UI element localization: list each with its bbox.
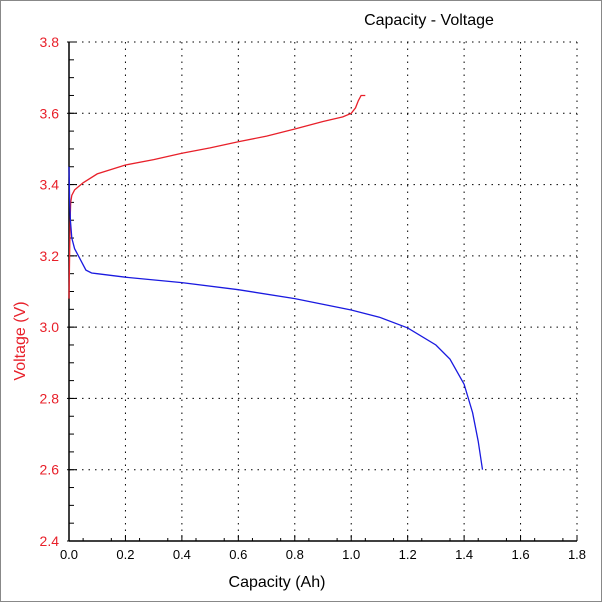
y-tick-label: 3.8 (40, 34, 60, 50)
y-tick-label: 3.6 (40, 105, 60, 121)
x-tick-label: 0.6 (229, 547, 247, 562)
y-axis-label: Voltage (V) (12, 301, 29, 380)
y-tick-label: 3.4 (40, 177, 60, 193)
series-lines (68, 94, 484, 470)
series-charge-line (68, 94, 366, 299)
x-tick-label: 0.8 (286, 547, 304, 562)
y-tick-label: 3.2 (40, 248, 60, 264)
chart-title: Capacity - Voltage (364, 12, 494, 29)
x-tick-label: 1.6 (512, 547, 530, 562)
x-tick-label: 1.8 (568, 547, 586, 562)
axes (67, 41, 578, 542)
x-tick-label: 1.2 (399, 547, 417, 562)
x-tick-label: 0.0 (60, 547, 78, 562)
series-discharge-line (68, 166, 484, 470)
x-tick-label: 1.4 (455, 547, 473, 562)
y-tick-label: 3.0 (40, 319, 60, 335)
y-tick-label: 2.6 (40, 462, 60, 478)
x-axis-label: Capacity (Ah) (229, 574, 326, 591)
tick-labels: 0.0 0.2 0.4 0.6 0.8 1.0 1.2 1.4 1.6 1.8 2.4 2.6 2.8 3… (40, 34, 587, 562)
x-tick-label: 0.4 (173, 547, 191, 562)
grid (69, 41, 578, 541)
x-tick-label: 1.0 (342, 547, 360, 562)
x-tick-label: 0.2 (116, 547, 134, 562)
y-tick-label: 2.4 (40, 533, 60, 549)
y-tick-label: 2.8 (40, 390, 60, 406)
